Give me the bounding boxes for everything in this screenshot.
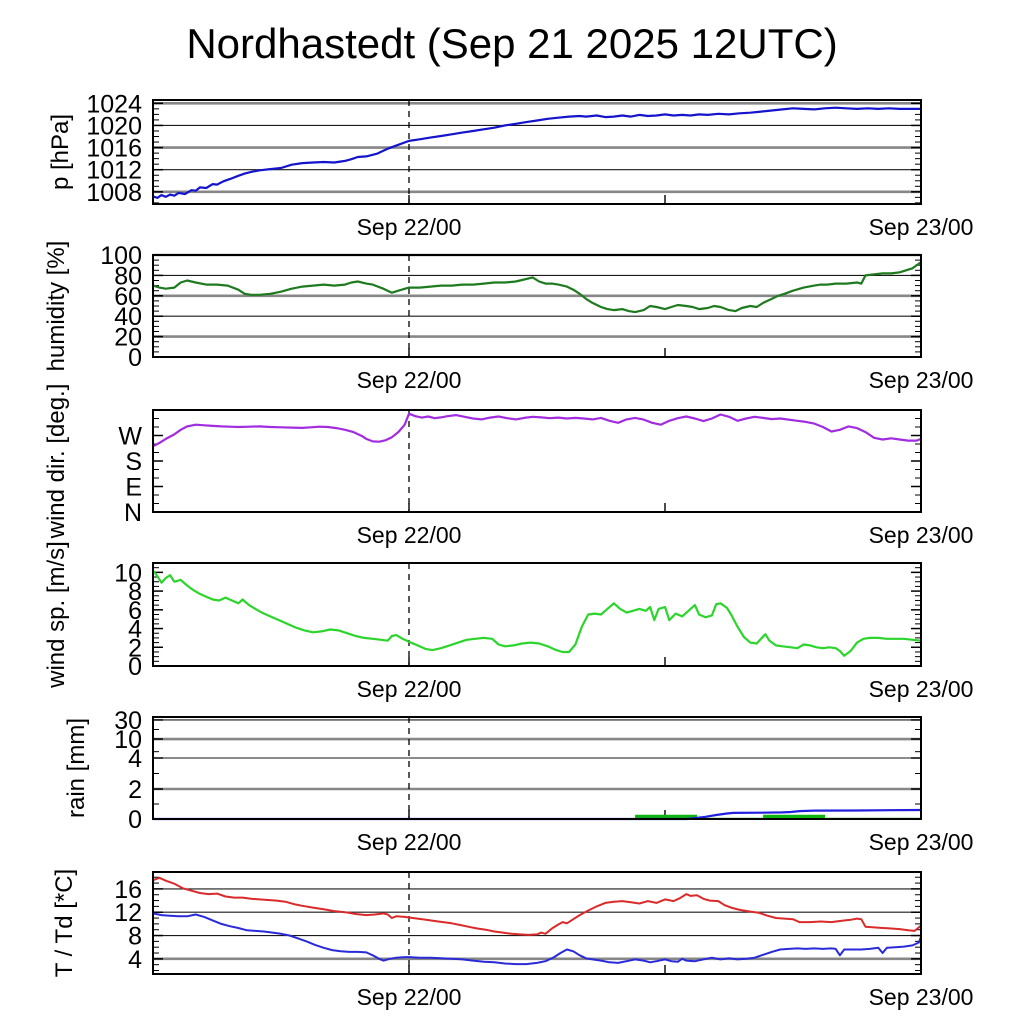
- pressure-panel-frame: [152, 99, 922, 205]
- wind-speed-y-tick-label: 2: [128, 634, 142, 662]
- temperature-y-tick-label: 4: [128, 946, 142, 974]
- temperature-x-tick-label: Sep 23/00: [869, 984, 974, 1010]
- wind-direction-y-tick-label: N: [124, 499, 142, 527]
- wind-speed-y-tick-label: 8: [128, 578, 142, 606]
- wind-direction-x-tick-label: Sep 23/00: [869, 522, 974, 548]
- pressure-series-pressure: [152, 106, 921, 199]
- humidity-panel-frame: [152, 254, 922, 358]
- humidity-y-tick-label: 0: [128, 344, 142, 372]
- temperature-y-tick-label: 16: [114, 876, 142, 904]
- pressure-y-tick-label: 1024: [86, 90, 142, 118]
- temperature-x-tick-label: Sep 22/00: [357, 984, 462, 1010]
- chart-title: Nordhastedt (Sep 21 2025 12UTC): [186, 20, 838, 67]
- pressure-axis-label: p [hPa]: [47, 114, 74, 190]
- wind-direction-y-tick-label: W: [118, 423, 142, 451]
- wind-speed-y-tick-label: 0: [128, 653, 142, 681]
- rain-axis-label: rain [mm]: [63, 718, 90, 818]
- humidity-y-tick-label: 100: [100, 242, 142, 270]
- temperature-series-temperature-T: [152, 876, 922, 936]
- humidity-y-tick-label: 20: [114, 324, 142, 352]
- wind-speed-series-wind-speed: [152, 569, 922, 657]
- wind-direction-series-wind-dir: [152, 412, 922, 448]
- wind-direction-panel-frame: [152, 409, 922, 513]
- humidity-axis-label: humidity [%]: [43, 241, 70, 372]
- temperature-y-tick-label: 12: [114, 899, 142, 927]
- temperature-panel-frame: [152, 871, 922, 975]
- pressure-y-tick-label: 1008: [86, 179, 142, 207]
- temperature-axis-label: T / Td [*C]: [51, 869, 78, 977]
- rain-panel-frame: [152, 716, 922, 820]
- pressure-y-tick-label: 1016: [86, 135, 142, 163]
- rain-y-tick-label: 2: [128, 776, 142, 804]
- pressure-y-tick-label: 1020: [86, 112, 142, 140]
- wind-speed-y-tick-label: 4: [128, 616, 142, 644]
- wind-direction-axis-label: wind dir. [deg.]: [43, 384, 70, 540]
- rain-series-rain-accumulated: [153, 808, 922, 821]
- humidity-series-humidity: [152, 261, 922, 314]
- wind-direction-y-tick-label: E: [125, 474, 142, 502]
- wind-speed-y-tick-label: 6: [128, 597, 142, 625]
- rain-y-tick-label: 4: [128, 745, 142, 773]
- rain-x-tick-label: Sep 23/00: [869, 829, 974, 855]
- humidity-y-tick-label: 40: [114, 303, 142, 331]
- rain-y-tick-label: 10: [114, 726, 142, 754]
- wind-speed-panel-frame: [152, 562, 922, 667]
- wind-speed-axis-label: wind sp. [m/s]: [43, 541, 70, 689]
- temperature-y-tick-label: 8: [128, 923, 142, 951]
- wind-speed-y-tick-label: 10: [114, 559, 142, 587]
- rain-x-tick-label: Sep 22/00: [357, 829, 462, 855]
- temperature-series-dewpoint-Td: [152, 912, 922, 966]
- pressure-x-tick-label: Sep 22/00: [357, 214, 462, 240]
- humidity-x-tick-label: Sep 23/00: [869, 367, 974, 393]
- wind-speed-x-tick-label: Sep 23/00: [869, 676, 974, 702]
- wind-direction-x-tick-label: Sep 22/00: [357, 522, 462, 548]
- humidity-y-tick-label: 60: [114, 283, 142, 311]
- humidity-y-tick-label: 80: [114, 262, 142, 290]
- wind-direction-y-tick-label: S: [125, 448, 142, 476]
- humidity-x-tick-label: Sep 22/00: [357, 367, 462, 393]
- pressure-y-tick-label: 1012: [86, 157, 142, 185]
- wind-speed-x-tick-label: Sep 22/00: [357, 676, 462, 702]
- rain-y-tick-label: 30: [114, 707, 142, 735]
- pressure-x-tick-label: Sep 23/00: [869, 214, 974, 240]
- rain-y-tick-label: 0: [128, 806, 142, 834]
